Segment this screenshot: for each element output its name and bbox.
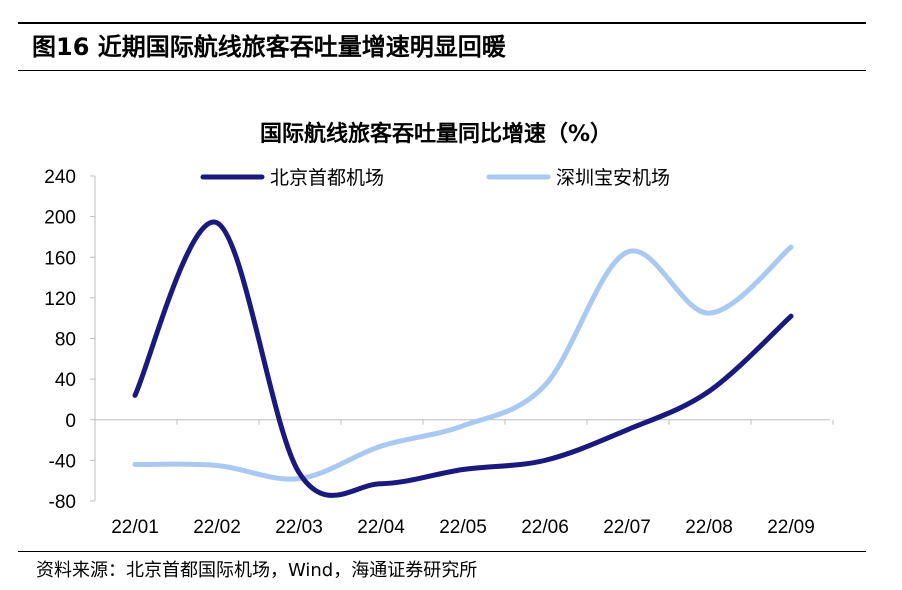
x-tick-label: 22/06 <box>521 517 569 538</box>
series-line-2 <box>132 244 794 482</box>
legend: 北京首都机场 深圳宝安机场 <box>200 167 670 189</box>
title-rule <box>18 70 866 71</box>
y-tick-label: 80 <box>55 330 76 351</box>
x-tick-label: 22/01 <box>111 517 159 538</box>
chart-title: 国际航线旅客吞吐量同比增速（%） <box>260 121 612 147</box>
x-tick-label: 22/08 <box>685 517 733 538</box>
x-tick-label: 22/03 <box>275 517 323 538</box>
x-tick-label: 22/04 <box>357 517 405 538</box>
y-tick-label: 240 <box>44 167 76 188</box>
figure-title: 图16 近期国际航线旅客吞吐量增速明显回暖 <box>32 33 506 61</box>
series-line-1 <box>132 219 794 498</box>
y-tick-label: 0 <box>65 411 76 432</box>
y-tick-label: -40 <box>49 451 76 472</box>
y-tick-label: 200 <box>44 208 76 229</box>
y-tick-label: 120 <box>44 289 76 310</box>
y-tick-label: -80 <box>49 492 76 513</box>
series-layer <box>132 219 794 498</box>
y-tick-label: 40 <box>55 370 76 391</box>
y-tick-label: 160 <box>44 248 76 269</box>
legend-label-2: 深圳宝安机场 <box>556 167 670 189</box>
top-rule <box>18 22 866 24</box>
x-tick-label: 22/07 <box>603 517 651 538</box>
x-tick-label: 22/02 <box>193 517 241 538</box>
x-tick-label: 22/09 <box>767 517 815 538</box>
axes: 240 200 160 120 80 40 0 -40 -80 22/01 22/02 22/03 22… <box>44 167 834 538</box>
bottom-rule <box>18 551 866 552</box>
legend-label-1: 北京首都机场 <box>270 167 384 189</box>
source-note: 资料来源：北京首都国际机场，Wind，海通证券研究所 <box>36 560 478 581</box>
x-tick-label: 22/05 <box>439 517 487 538</box>
